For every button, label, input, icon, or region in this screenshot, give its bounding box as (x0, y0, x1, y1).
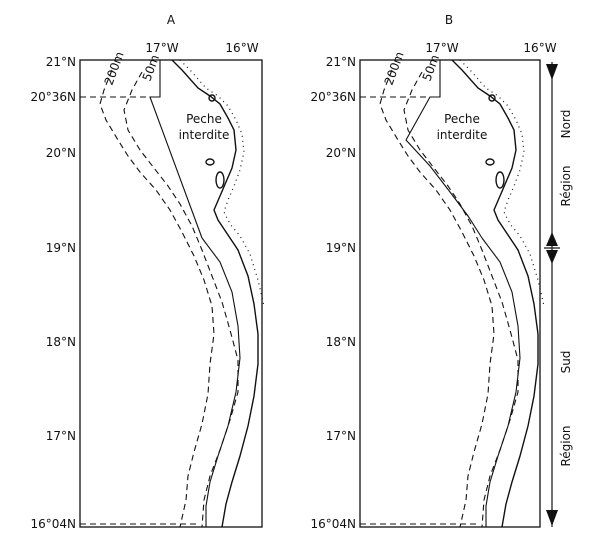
arrow (546, 232, 558, 246)
island (485, 158, 495, 166)
zone-boundary (405, 60, 483, 239)
panel-label: A (167, 13, 176, 27)
latitude-label: 17°N (326, 429, 356, 443)
longitude-label: 16°W (225, 41, 258, 55)
longitude-label: 16°W (523, 41, 556, 55)
region-label: Région (559, 165, 573, 206)
longitude-label: 17°W (425, 41, 458, 55)
zone-boundary (201, 237, 241, 528)
latitude-label: 20°36N (310, 90, 356, 104)
longitude-label: 17°W (145, 41, 178, 55)
zone-label: interdite (437, 128, 488, 142)
zone-label: Peche (186, 112, 222, 126)
panel-label: B (445, 13, 453, 27)
latitude-label: 21°N (326, 55, 356, 69)
zone-label: interdite (179, 128, 230, 142)
zone-boundary (481, 237, 521, 528)
island (205, 158, 215, 166)
isobath-label: 50m (140, 53, 162, 83)
latitude-label: 20°N (46, 146, 76, 160)
coast-stipple (459, 59, 545, 307)
isobath-label: 50m (420, 53, 442, 83)
island (488, 94, 496, 102)
map-frame (79, 59, 263, 528)
latitude-label: 20°N (326, 146, 356, 160)
isobath-label: 200m (102, 50, 127, 87)
region-label: Région (559, 425, 573, 466)
region-bar: Nord Région Sud Région (544, 62, 573, 527)
island (215, 171, 225, 189)
island (208, 94, 216, 102)
latitude-label: 21°N (46, 55, 76, 69)
region-label: Nord (559, 110, 573, 139)
latitude-label: 17°N (46, 429, 76, 443)
latitude-label: 16°04N (30, 517, 76, 531)
isobath-label: 200m (382, 50, 407, 87)
map-features (360, 59, 545, 528)
latitude-label: 18°N (326, 335, 356, 349)
arrow (546, 64, 558, 80)
latitude-label: 18°N (46, 335, 76, 349)
zone-label: Peche (444, 112, 480, 126)
arrow (546, 510, 558, 526)
panel-b: B Peche interdite 200m 50m 17°W 16°W 21°… (310, 13, 573, 531)
latitude-label: 16°04N (310, 517, 356, 531)
coast-stipple (179, 59, 265, 307)
panel-a: A Peche interdite 200m 50m 17°W 16°W 21°… (30, 13, 265, 531)
latitude-label: 20°36N (30, 90, 76, 104)
island (495, 171, 505, 189)
arrow (546, 250, 558, 264)
region-label: Sud (559, 351, 573, 374)
latitude-label: 19°N (326, 241, 356, 255)
latitude-label: 19°N (46, 241, 76, 255)
zone-boundary (149, 60, 203, 239)
map-frame (359, 59, 541, 528)
